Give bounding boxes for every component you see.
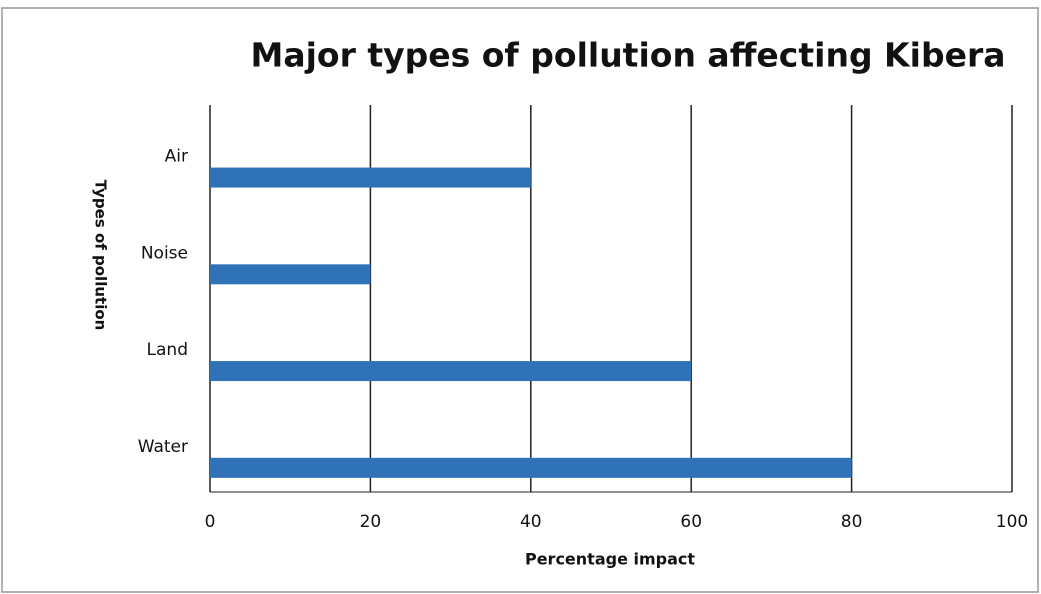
x-tick-label: 60	[680, 512, 702, 532]
bar	[210, 167, 531, 188]
y-tick-label: Land	[147, 340, 188, 360]
frame	[1, 7, 1039, 593]
y-axis-label: Types of pollution	[92, 180, 110, 331]
bar	[210, 264, 371, 285]
x-tick-label: 40	[520, 512, 542, 532]
y-tick-label: Air	[165, 147, 188, 167]
chart-title: Major types of pollution affecting Kiber…	[250, 36, 1005, 75]
y-tick-label: Water	[138, 437, 188, 457]
x-tick-label: 20	[360, 512, 382, 532]
x-tick-label: 100	[996, 512, 1028, 532]
x-tick-label: 80	[841, 512, 863, 532]
bar	[210, 361, 692, 382]
x-tick-label: 0	[205, 512, 216, 532]
x-axis-label: Percentage impact	[525, 550, 695, 569]
bar	[210, 457, 852, 478]
y-tick-label: Noise	[141, 243, 188, 263]
